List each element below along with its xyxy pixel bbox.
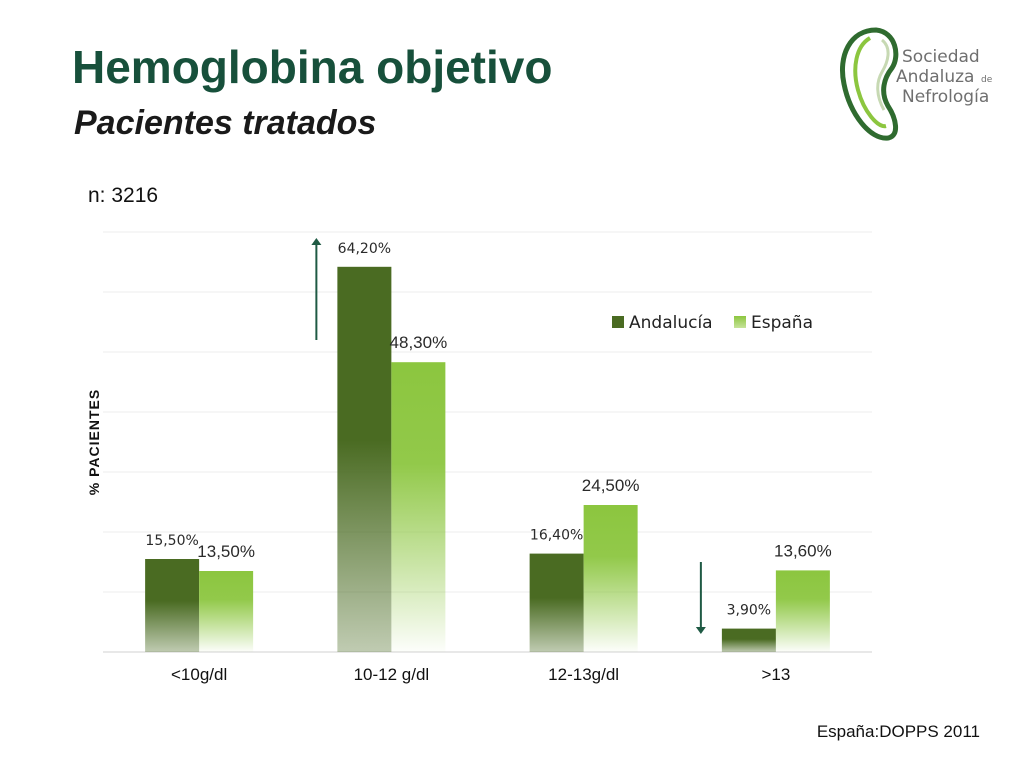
data-label-andalucia-3: 3,90% — [727, 603, 771, 619]
data-label-espana-3: 13,60% — [774, 541, 832, 560]
bar-espana-0 — [199, 571, 254, 652]
bar-andalucia-0 — [145, 559, 200, 652]
logo-line-1: Sociedad — [902, 47, 980, 67]
bar-espana-1 — [391, 362, 446, 652]
slide-title: Hemoglobina objetivo — [72, 41, 553, 93]
legend-label-espana: España — [751, 313, 813, 333]
data-label-andalucia-0: 15,50% — [145, 533, 198, 549]
data-label-andalucia-1: 64,20% — [338, 241, 391, 257]
logo-line-2-small: de — [981, 75, 993, 85]
data-label-andalucia-2: 16,40% — [530, 528, 583, 544]
x-tick-label: <10g/dl — [171, 665, 227, 684]
data-label-espana-1: 48,30% — [390, 333, 448, 352]
bar-andalucia-2 — [529, 553, 584, 652]
source-citation: España:DOPPS 2011 — [816, 722, 980, 741]
decrease-arrow-head-icon — [695, 627, 706, 634]
bar-andalucia-1 — [337, 266, 392, 652]
data-label-espana-2: 24,50% — [582, 476, 640, 495]
sample-size-label: n: 3216 — [88, 184, 159, 207]
logo-line-3: Nefrología — [902, 87, 989, 107]
bar-andalucia-3 — [721, 628, 776, 652]
bar-espana-3 — [775, 570, 830, 652]
chart-legend: Andalucía España — [612, 313, 813, 333]
x-tick-label: 10-12 g/dl — [354, 665, 430, 684]
x-tick-label: >13 — [761, 665, 790, 684]
legend-swatch-andalucia — [612, 316, 624, 328]
bar-espana-2 — [583, 505, 638, 652]
data-label-espana-0: 13,50% — [197, 542, 255, 561]
x-tick-label: 12-13g/dl — [548, 665, 619, 684]
logo-line-2: Andaluza — [896, 67, 974, 87]
increase-arrow-head-icon — [311, 238, 322, 245]
y-axis-label: % PACIENTES — [86, 389, 102, 495]
kidney-logo-icon — [840, 27, 899, 141]
legend-swatch-espana — [734, 316, 746, 328]
society-logo: Sociedad Andaluza de Nefrología — [840, 27, 993, 141]
legend-label-andalucia: Andalucía — [629, 313, 713, 333]
slide-subtitle: Pacientes tratados — [74, 104, 377, 142]
